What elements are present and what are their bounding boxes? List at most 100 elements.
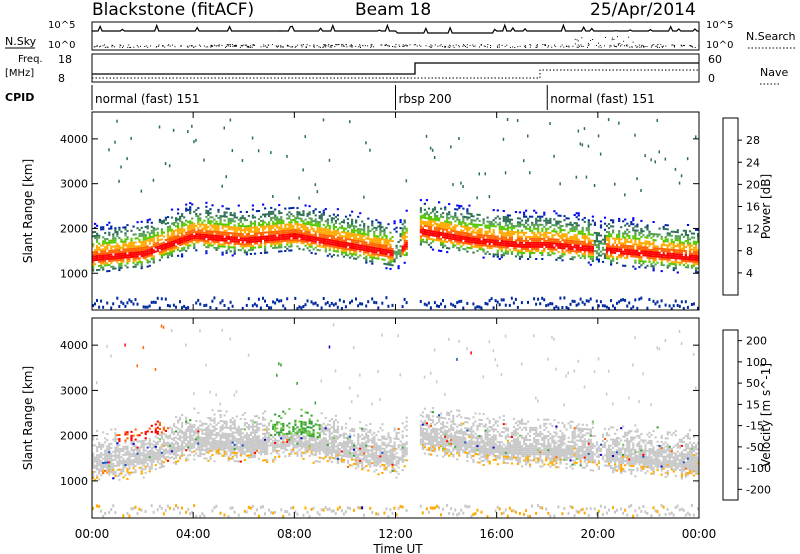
echo-cell xyxy=(591,219,594,222)
echo-cell xyxy=(181,229,184,232)
echo-cell xyxy=(290,249,293,252)
y-tick-label: 4000 xyxy=(60,133,88,146)
echo-cell xyxy=(344,248,348,250)
near-range-echo xyxy=(466,301,469,305)
echo-cell xyxy=(387,239,390,242)
echo-cell xyxy=(652,269,655,272)
echo-cell xyxy=(168,243,172,246)
echo-cell xyxy=(482,234,485,237)
echo-cell xyxy=(502,254,505,257)
echo-cell xyxy=(116,474,119,477)
nsearch-point xyxy=(632,41,634,43)
echo-cell xyxy=(193,210,196,213)
near-range-echo xyxy=(130,507,133,511)
nsearch-point xyxy=(147,46,149,48)
echo-cell xyxy=(150,237,153,240)
echo-cell xyxy=(205,250,208,253)
echo-cell xyxy=(203,243,206,246)
echo-cell xyxy=(332,229,335,232)
echo-cell xyxy=(527,239,530,242)
near-range-echo xyxy=(219,301,222,305)
echo-cell xyxy=(330,237,333,240)
echo-cell xyxy=(122,476,125,479)
nsearch-point xyxy=(387,45,389,47)
echo-cell xyxy=(179,217,182,220)
near-range-echo xyxy=(628,301,631,305)
echo-cell xyxy=(668,254,671,257)
echo-cell xyxy=(344,239,348,242)
echo-cell xyxy=(595,256,598,259)
echo-cell xyxy=(427,219,431,222)
echo-cell xyxy=(397,267,400,270)
echo-cell xyxy=(462,237,465,240)
panel-background xyxy=(92,318,699,518)
echo-cell xyxy=(652,243,655,246)
echo-cell xyxy=(363,239,366,242)
echo-cell xyxy=(575,226,578,229)
echo-cell xyxy=(150,225,153,228)
echo-cell xyxy=(539,215,542,218)
echo-cell xyxy=(549,219,552,222)
echo-cell xyxy=(462,221,465,224)
echo-cell xyxy=(312,230,315,233)
echo-cell xyxy=(446,251,449,254)
echo-cell xyxy=(280,232,283,235)
echo-cell xyxy=(96,248,99,251)
echo-cell xyxy=(96,238,99,241)
echo-cell xyxy=(506,232,509,235)
nsearch-point xyxy=(324,45,326,47)
echo-cell xyxy=(102,443,105,446)
echo-cell xyxy=(518,231,522,234)
near-range-echo xyxy=(179,300,181,304)
echo-cell xyxy=(393,220,396,223)
echo-cell xyxy=(642,254,645,257)
echo-cell xyxy=(642,242,645,245)
echo-cell xyxy=(144,238,147,241)
nsearch-point xyxy=(120,45,122,46)
echo-cell xyxy=(488,245,491,247)
echo-cell xyxy=(146,245,149,248)
echo-cell xyxy=(660,254,663,256)
echo-cell xyxy=(682,260,685,262)
echo-cell xyxy=(666,238,669,241)
echo-cell xyxy=(342,229,346,232)
echo-cell xyxy=(102,244,105,247)
echo-cell xyxy=(118,226,121,229)
echo-cell xyxy=(148,254,151,257)
echo-cell xyxy=(270,241,273,244)
echo-cell xyxy=(431,240,435,243)
echo-cell xyxy=(160,228,163,231)
echo-cell xyxy=(328,214,331,217)
echo-cell xyxy=(156,237,159,240)
echo-cell xyxy=(593,242,596,244)
echo-cell xyxy=(504,248,507,251)
echo-cell xyxy=(605,255,609,258)
echo-cell xyxy=(559,255,562,258)
nsearch-point xyxy=(345,44,347,46)
near-range-echo xyxy=(636,306,639,310)
echo-cell xyxy=(334,240,337,243)
echo-cell xyxy=(379,223,382,226)
near-range-echo xyxy=(656,300,659,304)
echo-cell xyxy=(593,231,596,234)
sparse-echo xyxy=(523,159,525,163)
echo-cell xyxy=(160,230,163,233)
nsearch-point xyxy=(359,45,361,47)
echo-cell xyxy=(472,219,475,222)
echo-cell xyxy=(373,246,376,249)
sparse-echo xyxy=(140,189,143,193)
echo-cell xyxy=(195,249,198,252)
echo-cell xyxy=(336,242,339,245)
echo-cell xyxy=(454,232,457,235)
echo-cell xyxy=(551,244,554,247)
echo-cell xyxy=(427,231,431,234)
echo-cell xyxy=(130,249,133,252)
echo-cell xyxy=(138,259,141,262)
echo-cell xyxy=(144,240,147,243)
echo-cell xyxy=(324,220,327,223)
echo-cell xyxy=(438,227,441,230)
echo-cell xyxy=(525,231,528,234)
echo-cell xyxy=(355,225,358,228)
echo-cell xyxy=(444,208,447,211)
echo-cell xyxy=(330,233,333,236)
